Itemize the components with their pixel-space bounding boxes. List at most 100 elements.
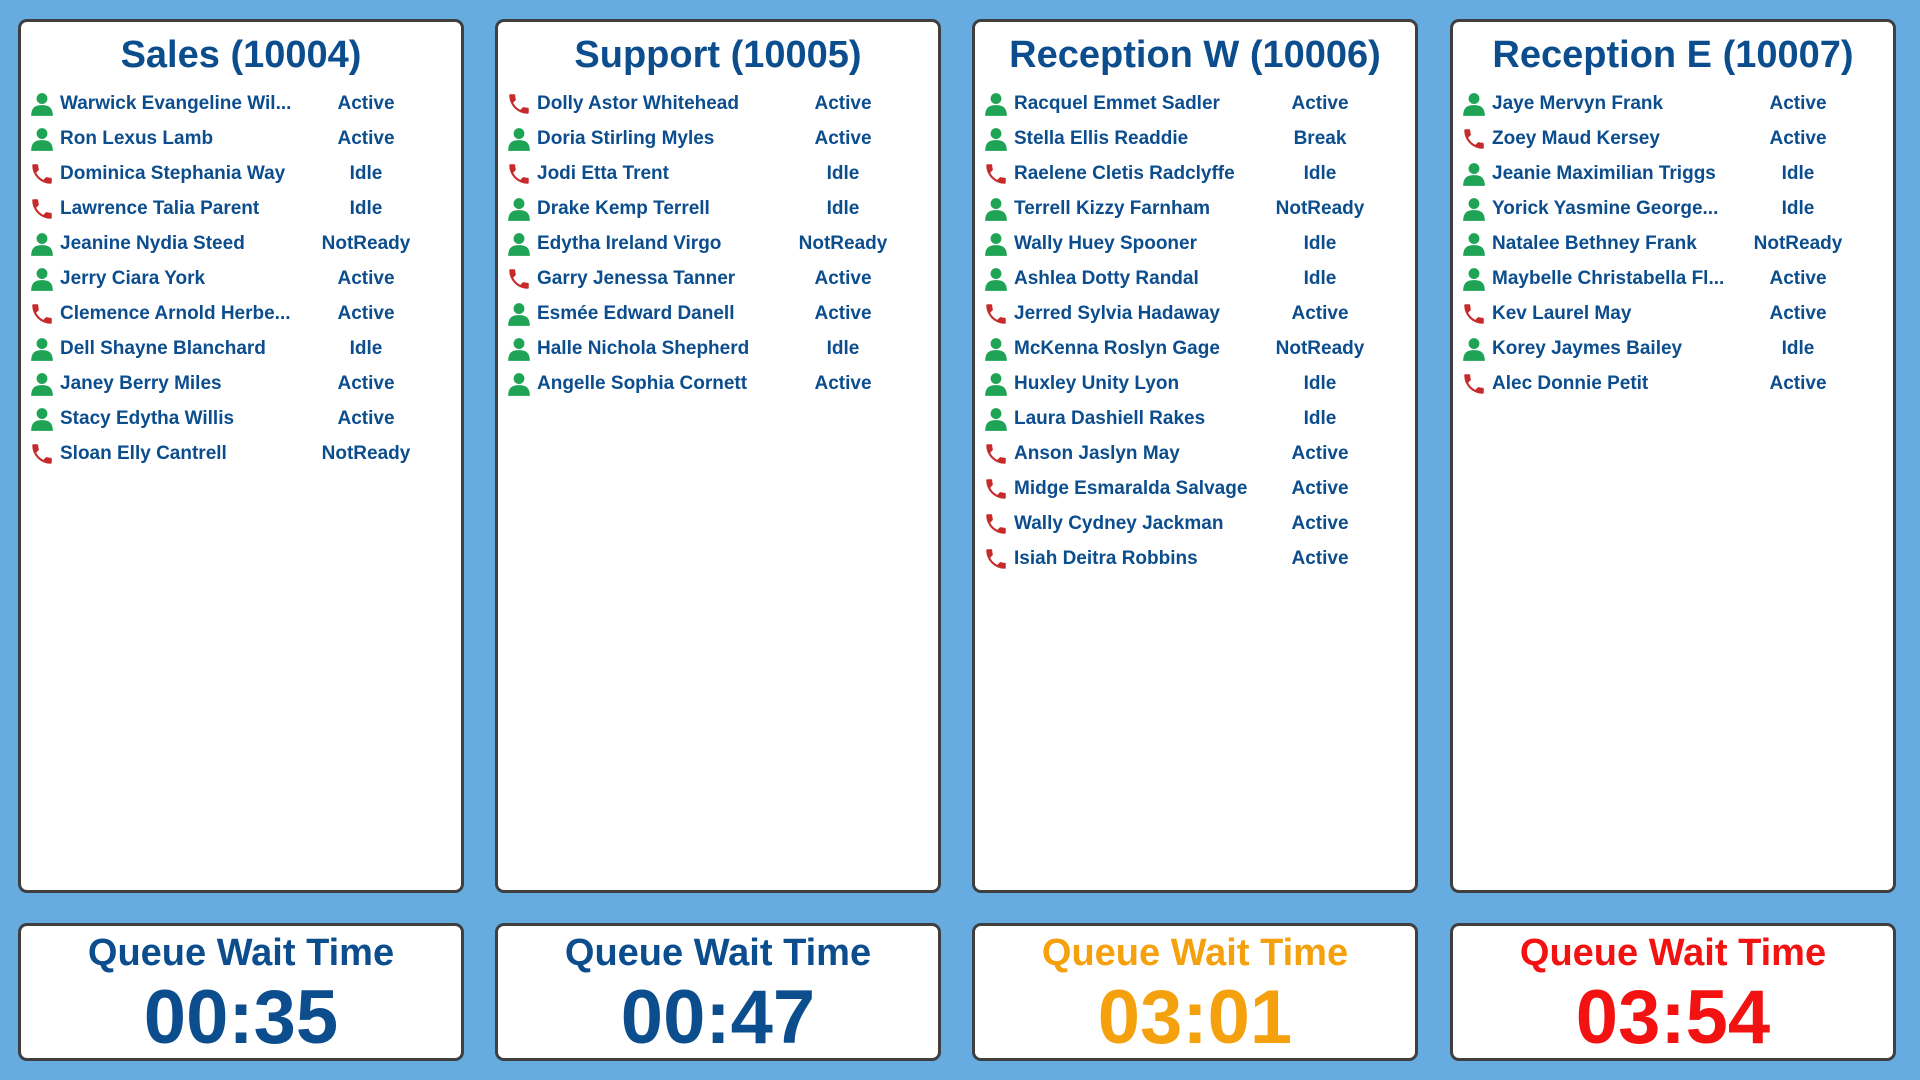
agent-row: Alec Donnie Petit Active [1453,366,1893,401]
agent-icon [29,371,55,397]
agent-status: Idle [1303,268,1337,289]
agent-status: Active [814,93,872,114]
agent-icon [29,91,55,117]
agent-status: Idle [1781,338,1815,359]
agent-icon [1461,91,1487,117]
phone-icon [1461,301,1487,327]
agent-row: Jerred Sylvia Hadaway Active [975,296,1415,331]
agent-status: Break [1293,128,1347,149]
agent-name: Natalee Bethney Frank [1492,233,1697,254]
agent-icon [983,406,1009,432]
agent-row: Anson Jaslyn May Active [975,436,1415,471]
wait-time-panel-reception-w: Queue Wait Time 03:01 [972,923,1418,1061]
agent-icon [983,336,1009,362]
agent-row: Kev Laurel May Active [1453,296,1893,331]
agent-name: Clemence Arnold Herbe... [60,303,291,324]
agent-status: Idle [1303,373,1337,394]
wait-time-value: 00:35 [143,975,339,1060]
agent-row: Clemence Arnold Herbe... Active [21,296,461,331]
agent-row: Ashlea Dotty Randal Idle [975,261,1415,296]
agent-row: Warwick Evangeline Wil... Active [21,86,461,121]
agent-row: Angelle Sophia Cornett Active [498,366,938,401]
agent-status: Idle [1781,198,1815,219]
agent-status: Idle [826,163,860,184]
agent-row: Stella Ellis Readdie Break [975,121,1415,156]
agent-icon [983,266,1009,292]
agent-name: Dolly Astor Whitehead [537,93,739,114]
agent-name: Dominica Stephania Way [60,163,286,184]
agent-icon [983,126,1009,152]
agent-row: Maybelle Christabella Fl... Active [1453,261,1893,296]
wait-time-value: 03:54 [1575,975,1771,1060]
agent-name: Dell Shayne Blanchard [60,338,266,359]
agent-name: Isiah Deitra Robbins [1014,548,1198,569]
agent-row: Jeanine Nydia Steed NotReady [21,226,461,261]
agent-status: Active [1291,548,1349,569]
agent-status: Idle [1303,233,1337,254]
agent-row: Dolly Astor Whitehead Active [498,86,938,121]
agent-name: Ashlea Dotty Randal [1014,268,1199,289]
agent-row: Wally Cydney Jackman Active [975,506,1415,541]
agent-icon [506,231,532,257]
agent-name: Zoey Maud Kersey [1492,128,1660,149]
agent-name: Jerry Ciara York [60,268,206,289]
agent-status: Active [337,373,395,394]
phone-icon [29,196,55,222]
agent-name: Alec Donnie Petit [1492,373,1649,394]
phone-icon [1461,126,1487,152]
agent-name: Jeanie Maximilian Triggs [1492,163,1716,184]
agent-icon [1461,196,1487,222]
agent-status: Active [1291,303,1349,324]
agent-name: Ron Lexus Lamb [60,128,214,149]
agent-name: Racquel Emmet Sadler [1014,93,1220,114]
agent-row: Huxley Unity Lyon Idle [975,366,1415,401]
agent-row: Laura Dashiell Rakes Idle [975,401,1415,436]
wait-time-panel-support: Queue Wait Time 00:47 [495,923,941,1061]
agent-name: Stella Ellis Readdie [1014,128,1189,149]
agent-row: Drake Kemp Terrell Idle [498,191,938,226]
agent-row: Korey Jaymes Bailey Idle [1453,331,1893,366]
agent-row: McKenna Roslyn Gage NotReady [975,331,1415,366]
phone-icon [1461,371,1487,397]
phone-icon [29,161,55,187]
agent-status: Active [814,128,872,149]
agent-status: Active [814,373,872,394]
agent-status: Idle [349,163,383,184]
agent-row: Doria Stirling Myles Active [498,121,938,156]
agent-name: Kev Laurel May [1492,303,1632,324]
agent-row: Garry Jenessa Tanner Active [498,261,938,296]
agent-status: Active [337,268,395,289]
agent-name: Halle Nichola Shepherd [537,338,750,359]
agent-row: Lawrence Talia Parent Idle [21,191,461,226]
agent-status: Active [1291,513,1349,534]
agent-name: Korey Jaymes Bailey [1492,338,1683,359]
agent-status: Active [1769,268,1827,289]
agent-status: NotReady [321,233,411,254]
agent-name: Esmée Edward Danell [537,303,735,324]
queue-title: Reception W (10006) [1009,34,1381,76]
agent-name: Sloan Elly Cantrell [60,443,227,464]
agent-name: Doria Stirling Myles [537,128,715,149]
agent-status: Idle [1303,163,1337,184]
agent-icon [506,301,532,327]
agent-status: Active [337,408,395,429]
agent-name: Huxley Unity Lyon [1014,373,1180,394]
wait-time-value: 03:01 [1097,975,1293,1060]
agent-status: NotReady [1753,233,1843,254]
phone-icon [983,161,1009,187]
queue-panel-sales: Sales (10004) Warwick Evangeline Wil... A… [18,19,464,893]
agent-icon [1461,161,1487,187]
agent-status: Idle [826,198,860,219]
agent-status: Active [337,303,395,324]
agent-list: Dolly Astor Whitehead Active Doria Stirlin… [498,86,938,401]
agent-name: Laura Dashiell Rakes [1014,408,1206,429]
agent-name: Garry Jenessa Tanner [537,268,736,289]
agent-status: NotReady [798,233,888,254]
agent-row: Jaye Mervyn Frank Active [1453,86,1893,121]
agent-status: NotReady [321,443,411,464]
agent-name: Yorick Yasmine George... [1492,198,1719,219]
wait-time-label: Queue Wait Time [564,932,872,974]
agent-row: Terrell Kizzy Farnham NotReady [975,191,1415,226]
agent-row: Sloan Elly Cantrell NotReady [21,436,461,471]
phone-icon [983,546,1009,572]
